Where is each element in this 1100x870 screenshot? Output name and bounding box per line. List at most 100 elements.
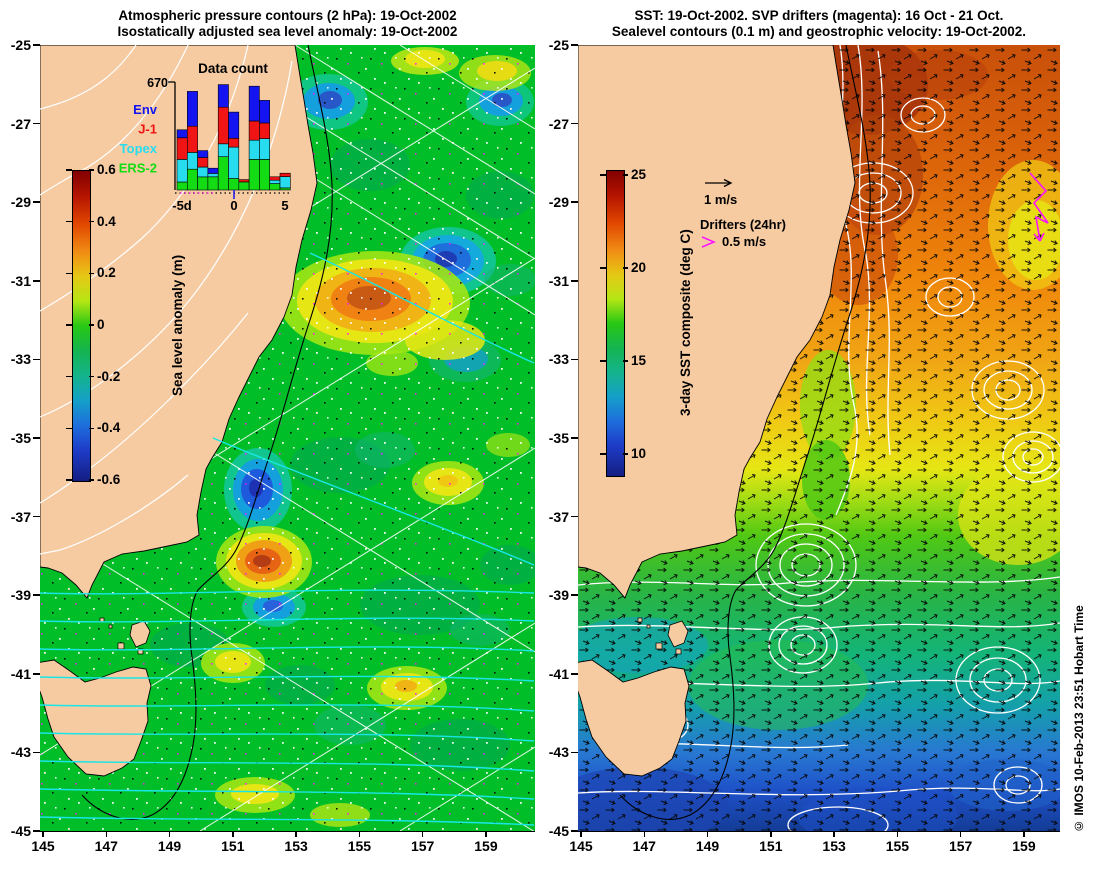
histogram-bar-segment-Env	[217, 84, 229, 108]
y-tick-mark	[33, 751, 40, 754]
colorbar-tick-mark	[600, 174, 606, 176]
y-tick-label: -39	[10, 587, 31, 604]
y-tick-label: -33	[548, 351, 569, 368]
y-tick-mark	[571, 201, 578, 203]
y-tick-mark	[571, 515, 578, 518]
x-tick-label: 153	[284, 838, 308, 854]
histogram-bar-segment-Env	[248, 85, 260, 122]
colorbar-tick-mark	[66, 169, 72, 171]
histogram-bar-segment-Env	[176, 129, 188, 139]
colorbar-tick-label: -0.6	[97, 472, 121, 487]
y-tick-mark	[33, 122, 40, 125]
drifter-tracks	[1029, 172, 1049, 242]
y-tick-mark	[33, 44, 40, 46]
y-tick-mark	[571, 673, 578, 675]
histogram-bar-segment-ERS-2	[187, 168, 198, 191]
histogram-bar-segment-J-1	[269, 176, 281, 181]
colorbar-tick-mark	[66, 427, 72, 430]
left-title-line2: Isostatically adjusted sea level anomaly…	[117, 24, 458, 39]
histogram-bar-segment-Topex	[217, 143, 229, 158]
drifter-legend-title: Drifters (24hr)	[700, 217, 786, 232]
x-tick-mark	[358, 831, 361, 837]
left-map-panel: Sea level anomaly (m) 0.6 0.4 0.2 0 -0.2 -0.4…	[40, 45, 535, 832]
colorbar-tick-mark	[89, 479, 94, 481]
y-tick-label: -41	[548, 665, 569, 682]
y-tick-label: -37	[548, 508, 569, 525]
histogram-bar-segment-ERS-2	[269, 183, 281, 191]
x-tick-label: 155	[885, 838, 910, 854]
colorbar-tick-mark	[66, 324, 72, 326]
x-tick-label: 151	[221, 838, 245, 854]
colorbar-tick-mark	[623, 453, 628, 455]
histogram-bar-segment-Env	[197, 150, 209, 158]
y-tick-mark	[571, 830, 578, 832]
colorbar-tick-mark	[600, 360, 606, 362]
colorbar-tick-label: 25	[631, 166, 647, 182]
colorbar-tick-mark	[89, 220, 94, 223]
y-tick-label: -43	[548, 744, 569, 761]
y-tick-label: -27	[548, 115, 569, 132]
inset-ymax-label: 670	[147, 76, 168, 90]
x-tick-mark	[833, 831, 835, 837]
colorbar-tick-mark	[66, 479, 72, 481]
x-tick-label: 153	[822, 838, 846, 854]
y-tick-label: -35	[548, 430, 569, 446]
y-tick-label: -25	[548, 37, 569, 53]
x-tick-label: 145	[569, 838, 593, 854]
colorbar-tick-label: -0.4	[97, 420, 121, 436]
histogram-legend-item: ERS-2	[119, 161, 157, 176]
x-tick-label: 155	[347, 838, 372, 854]
colorbar-tick-mark	[600, 267, 606, 269]
x-tick-mark	[580, 831, 582, 837]
colorbar-tick-label: 10	[631, 445, 647, 461]
histogram-bar-segment-Topex	[207, 173, 219, 178]
x-tick-label: 147	[632, 838, 656, 854]
data-count-inset: Data count 670 Env J-1 Topex ERS-2 -5d 0 5	[119, 61, 292, 213]
histogram-bar-segment-Env	[228, 111, 240, 139]
histogram-bar-segment-ERS-2	[217, 156, 229, 191]
y-tick-label: -33	[10, 351, 31, 368]
left-title-line1: Atmospheric pressure contours (2 hPa): 1…	[118, 8, 457, 23]
colorbar-tick-mark	[89, 272, 94, 275]
left-panel-title: Atmospheric pressure contours (2 hPa): 1…	[40, 8, 535, 40]
colorbar-tick-mark	[89, 375, 94, 378]
y-tick-mark	[571, 751, 578, 754]
y-tick-mark	[33, 515, 40, 518]
y-tick-label: -31	[548, 272, 569, 289]
pressure-contours-ocean	[40, 252, 535, 826]
y-tick-label: -39	[548, 587, 569, 604]
colorbar-tick-label: 0.6	[97, 162, 116, 177]
velocity-scale-arrow-icon	[705, 178, 733, 188]
histogram-bars	[176, 84, 291, 191]
histogram-bar-segment-Env	[259, 100, 270, 124]
y-tick-mark	[571, 280, 578, 282]
histogram-legend-item: Topex	[120, 141, 158, 156]
sst-map	[578, 45, 1060, 831]
right-map-panel: 3-day SST composite (deg C) 25 20 15 10 1 m…	[578, 45, 1060, 832]
inset-xlabel-0: 0	[230, 198, 237, 213]
histogram-bar-segment-J-1	[187, 125, 198, 153]
velocity-scale-label: 1 m/s	[704, 192, 738, 207]
right-title-line2: Sealevel contours (0.1 m) and geostrophi…	[611, 24, 1027, 39]
x-tick-label: 157	[948, 838, 973, 854]
inset-y-axis	[168, 81, 176, 190]
y-tick-mark	[33, 830, 40, 832]
x-tick-mark	[42, 831, 44, 837]
x-tick-mark	[770, 831, 772, 837]
sst-colorbar: 3-day SST composite (deg C) 25 20 15 10	[600, 166, 716, 477]
x-tick-mark	[643, 831, 646, 837]
histogram-bar-segment-ERS-2	[279, 187, 291, 191]
histogram-bar-segment-ERS-2	[259, 159, 270, 191]
inset-xlabel-m5: -5d	[172, 198, 192, 213]
drifter-legend: Drifters (24hr) 0.5 m/s	[700, 217, 786, 249]
histogram-bar-segment-ERS-2	[176, 181, 188, 191]
right-panel-title: SST: 19-Oct-2002. SVP drifters (magenta)…	[578, 8, 1060, 40]
y-tick-mark	[33, 437, 40, 439]
y-tick-label: -27	[10, 115, 31, 132]
colorbar-tick-label: 15	[631, 352, 647, 368]
drifter-scale-label: 0.5 m/s	[722, 234, 767, 249]
histogram-legend: Env J-1 Topex ERS-2	[119, 102, 158, 176]
y-tick-mark	[571, 122, 578, 125]
histogram-bar-segment-Topex	[197, 166, 209, 178]
colorbar-tick-label: 0.4	[97, 213, 116, 229]
